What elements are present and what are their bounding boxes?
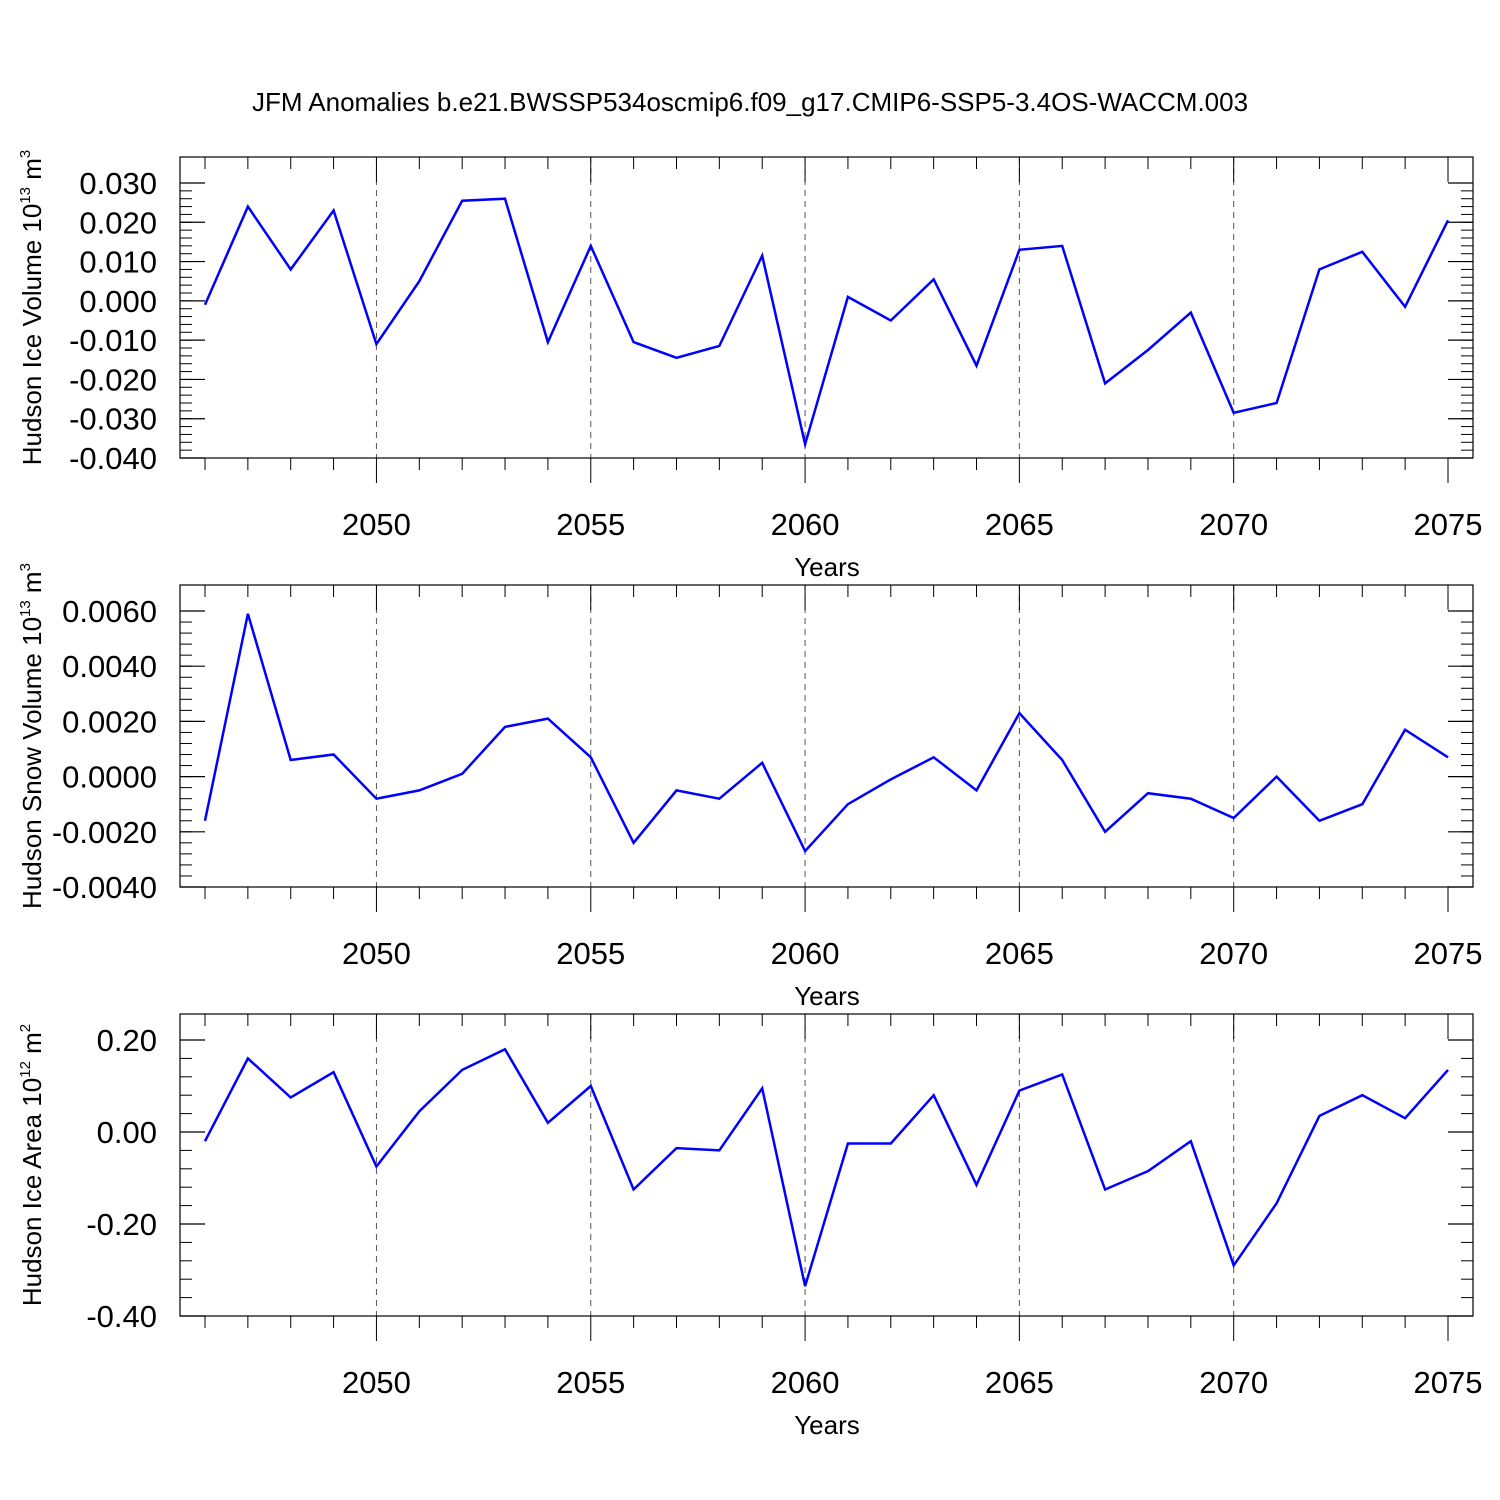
panel-2: -0.0040 -0.0020 0.0000 0.0020 0.0040 0.0060 20… xyxy=(17,563,1482,1011)
x-tick-label: 2050 xyxy=(342,507,411,542)
x-tick-label: 2075 xyxy=(1414,1365,1483,1400)
x-tick-label: 2070 xyxy=(1199,1365,1268,1400)
y-axis-label-unit: m xyxy=(17,158,47,187)
series-line xyxy=(203,1047,1449,1287)
y-tick-label: 0.000 xyxy=(79,284,157,319)
x-tick-label: 2055 xyxy=(556,936,625,971)
x-tick-label: 2070 xyxy=(1199,507,1268,542)
x-tick-label: 2075 xyxy=(1414,936,1483,971)
series-line xyxy=(203,197,1450,450)
x-tick-label: 2050 xyxy=(342,936,411,971)
x-tick-label: 2055 xyxy=(556,1365,625,1400)
y-tick-label: -0.0040 xyxy=(52,870,157,905)
y-tick-label: -0.030 xyxy=(69,402,157,437)
y-axis-label-text: Hudson Snow Volume 10 xyxy=(17,617,47,909)
y-axis-label-unit: m xyxy=(17,1032,47,1061)
y-tick-label: 0.0000 xyxy=(62,760,157,795)
x-tick-label: 2060 xyxy=(771,507,840,542)
y-axis-label-exponent: 13 xyxy=(17,600,34,617)
x-axis-label: Years xyxy=(794,552,860,582)
series-line xyxy=(203,613,1449,854)
y-tick-label: 0.0040 xyxy=(62,649,157,684)
plot-frame xyxy=(179,1013,1474,1317)
figure-title: JFM Anomalies b.e21.BWSSP534oscmip6.f09_… xyxy=(252,87,1248,117)
x-tick-label: 2055 xyxy=(556,507,625,542)
y-tick-label: 0.020 xyxy=(79,205,157,240)
y-axis-label-exponent: 13 xyxy=(17,187,34,204)
y-tick-label: -0.40 xyxy=(86,1299,157,1334)
y-axis-label: Hudson Ice Area 1012 m2 xyxy=(17,1024,47,1306)
panel-1: -0.040 -0.030 -0.020 -0.010 0.000 0.010 0.020 0… xyxy=(17,150,1482,582)
y-axis-label-unit-exponent: 3 xyxy=(17,563,34,571)
y-tick-label: 0.00 xyxy=(97,1115,157,1150)
x-axis-label: Years xyxy=(794,1410,860,1440)
y-axis-label-unit: m xyxy=(17,571,47,600)
x-tick-label: 2065 xyxy=(985,507,1054,542)
y-axis-label: Hudson Snow Volume 1013 m3 xyxy=(17,563,47,909)
y-axis-label-text: Hudson Ice Volume 10 xyxy=(17,204,47,466)
x-tick-label: 2070 xyxy=(1199,936,1268,971)
panel-3: -0.40 -0.20 0.00 0.20 2050 2055 2060 2065 2070 20… xyxy=(17,1013,1483,1440)
x-tick-label: 2050 xyxy=(342,1365,411,1400)
y-tick-label: 0.010 xyxy=(79,245,157,280)
y-tick-label: -0.010 xyxy=(69,323,157,358)
y-tick-label: 0.0020 xyxy=(62,704,157,739)
y-tick-label: -0.020 xyxy=(69,362,157,397)
x-axis-label: Years xyxy=(794,981,860,1011)
x-tick-label: 2065 xyxy=(985,936,1054,971)
y-axis-label-unit-exponent: 3 xyxy=(17,150,34,158)
y-axis-label-text: Hudson Ice Area 10 xyxy=(17,1078,47,1306)
y-tick-label: 0.0060 xyxy=(62,594,157,629)
x-tick-label: 2075 xyxy=(1414,507,1483,542)
y-tick-label: 0.030 xyxy=(79,166,157,201)
y-axis-label-exponent: 12 xyxy=(17,1061,34,1078)
x-tick-label: 2060 xyxy=(771,936,840,971)
y-tick-label: 0.20 xyxy=(97,1023,157,1058)
y-axis-label: Hudson Ice Volume 1013 m3 xyxy=(17,150,47,466)
y-tick-label: -0.040 xyxy=(69,441,157,476)
y-tick-label: -0.20 xyxy=(86,1207,157,1242)
y-axis-label-unit-exponent: 2 xyxy=(17,1024,34,1032)
x-tick-label: 2065 xyxy=(985,1365,1054,1400)
y-tick-label: -0.0020 xyxy=(52,815,157,850)
x-tick-label: 2060 xyxy=(771,1365,840,1400)
plot-frame xyxy=(179,584,1474,888)
plot-frame xyxy=(179,156,1474,459)
